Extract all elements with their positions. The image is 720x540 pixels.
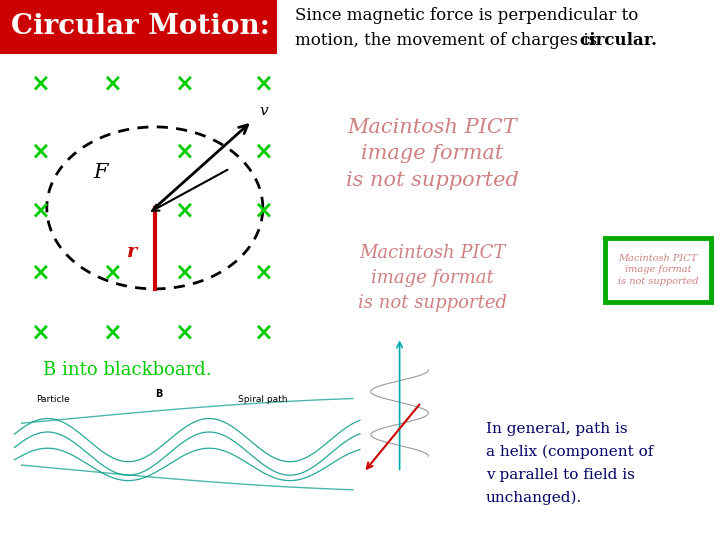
Text: ×: × (253, 72, 273, 96)
Bar (605, 238, 711, 302)
Text: ×: × (174, 139, 194, 163)
Text: ×: × (102, 320, 122, 344)
Text: In general, path is: In general, path is (486, 422, 628, 436)
Bar (0, 0, 277, 54)
Text: F: F (94, 163, 108, 183)
Text: ×: × (30, 320, 50, 344)
Text: ×: × (174, 199, 194, 222)
Text: circular.: circular. (580, 32, 657, 49)
Text: unchanged).: unchanged). (486, 490, 582, 504)
Text: r: r (127, 244, 137, 261)
Text: v: v (259, 104, 268, 118)
Text: ×: × (102, 72, 122, 96)
Text: Macintosh PICT
image format
is not supported: Macintosh PICT image format is not suppo… (358, 244, 506, 312)
Text: B: B (155, 389, 162, 399)
Text: Macintosh PICT
image format
is not supported: Macintosh PICT image format is not suppo… (346, 118, 518, 190)
Text: ×: × (30, 72, 50, 96)
Text: ×: × (253, 139, 273, 163)
Text: ×: × (253, 320, 273, 344)
Text: Since magnetic force is perpendicular to: Since magnetic force is perpendicular to (295, 6, 639, 24)
Text: Particle: Particle (36, 395, 70, 404)
Text: Spiral path: Spiral path (238, 395, 287, 404)
Text: ×: × (174, 320, 194, 344)
Text: ×: × (253, 199, 273, 222)
Text: v parallel to field is: v parallel to field is (486, 468, 635, 482)
Text: motion, the movement of charges is: motion, the movement of charges is (295, 32, 603, 49)
Text: a helix (component of: a helix (component of (486, 445, 653, 459)
Text: ×: × (253, 261, 273, 285)
Bar (7, 386, 367, 524)
Text: ×: × (30, 261, 50, 285)
Text: ×: × (174, 72, 194, 96)
Text: ×: × (30, 139, 50, 163)
Text: ×: × (174, 261, 194, 285)
Text: B into blackboard.: B into blackboard. (43, 361, 212, 379)
Text: Macintosh PICT
image format
is not supported: Macintosh PICT image format is not suppo… (618, 254, 698, 286)
Text: Circular Motion:: Circular Motion: (11, 14, 270, 40)
Text: ×: × (102, 261, 122, 285)
Text: ×: × (30, 199, 50, 222)
